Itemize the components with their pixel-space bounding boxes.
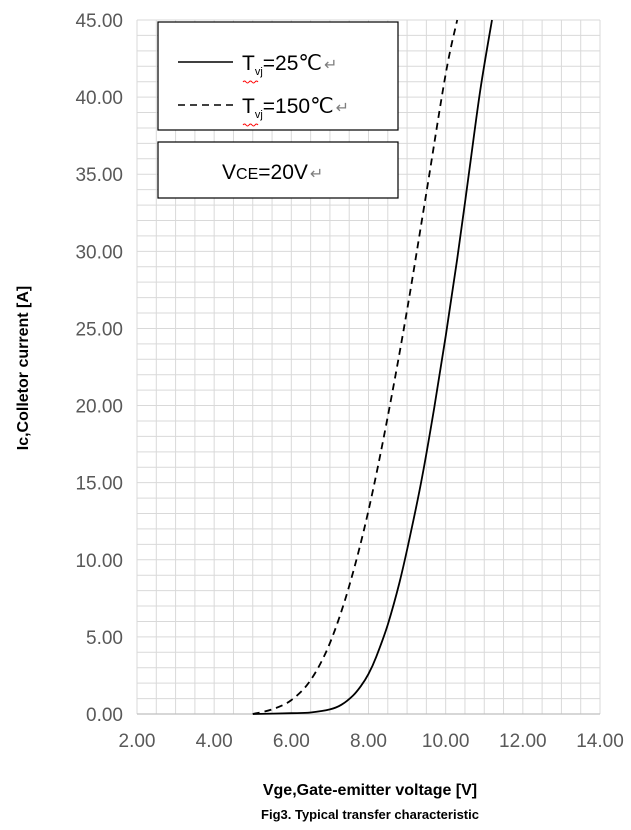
- legend-25c-sub: vj: [255, 66, 263, 78]
- x-tick-label: 2.00: [119, 731, 156, 752]
- y-tick-label: 10.00: [75, 551, 123, 572]
- x-tick-label: 10.00: [422, 731, 470, 752]
- vce-prefix: V: [222, 161, 236, 184]
- legend-entry-150c: Tvj=150℃ ↵: [242, 95, 349, 121]
- legend: Tvj=25℃ ↵ Tvj=150℃ ↵: [157, 21, 399, 131]
- y-tick-label: 35.00: [75, 165, 123, 186]
- legend-25c-suffix: =25℃: [263, 52, 322, 75]
- vce-label: VCE=20V ↵: [222, 161, 323, 184]
- x-tick-label: 12.00: [499, 731, 547, 752]
- y-tick-label: 15.00: [75, 474, 123, 495]
- legend-150c-return: ↵: [336, 98, 349, 117]
- y-tick-label: 0.00: [86, 705, 123, 726]
- x-tick-label: 8.00: [350, 731, 387, 752]
- vce-return: ↵: [310, 164, 323, 183]
- y-tick-label: 40.00: [75, 88, 123, 109]
- y-tick-label: 30.00: [75, 242, 123, 263]
- x-tick-label: 14.00: [576, 731, 624, 752]
- legend-150c-prefix: T: [242, 95, 255, 118]
- y-tick-label: 5.00: [86, 628, 123, 649]
- vce-sub: CE: [236, 166, 258, 183]
- figure-caption: Fig3. Typical transfer characteristic: [261, 807, 479, 822]
- series-line-tvj-150c: [252, 19, 459, 715]
- vce-box: [157, 141, 399, 199]
- y-tick-label: 45.00: [75, 11, 123, 32]
- vce-annotation: VCE=20V ↵: [157, 141, 399, 199]
- legend-25c-prefix: T: [242, 52, 255, 75]
- series-line-tvj-25c: [252, 19, 493, 715]
- spellcheck-underline-2: [242, 123, 259, 127]
- x-axis-title: Vge,Gate-emitter voltage [V]: [263, 782, 477, 799]
- y-tick-label: 20.00: [75, 397, 123, 418]
- legend-150c-sub: vj: [255, 109, 263, 121]
- legend-box: [157, 21, 399, 131]
- y-tick-labels: 0.00 5.00 10.00 15.00 20.00 25.00 30.00 35.00 40…: [75, 11, 123, 726]
- spellcheck-underline-1: [242, 80, 259, 84]
- series: [252, 19, 493, 715]
- x-tick-label: 4.00: [196, 731, 233, 752]
- x-tick-label: 6.00: [273, 731, 310, 752]
- y-tick-label: 25.00: [75, 319, 123, 340]
- legend-entry-25c: Tvj=25℃ ↵: [242, 52, 337, 78]
- x-tick-labels: 2.00 4.00 6.00 8.00 10.00 12.00 14.00: [119, 731, 624, 752]
- legend-25c-return: ↵: [324, 55, 337, 74]
- vce-suffix: =20V: [258, 161, 308, 184]
- legend-150c-suffix: =150℃: [263, 95, 334, 118]
- y-axis-title: Ic,Colletor current [A]: [15, 286, 32, 450]
